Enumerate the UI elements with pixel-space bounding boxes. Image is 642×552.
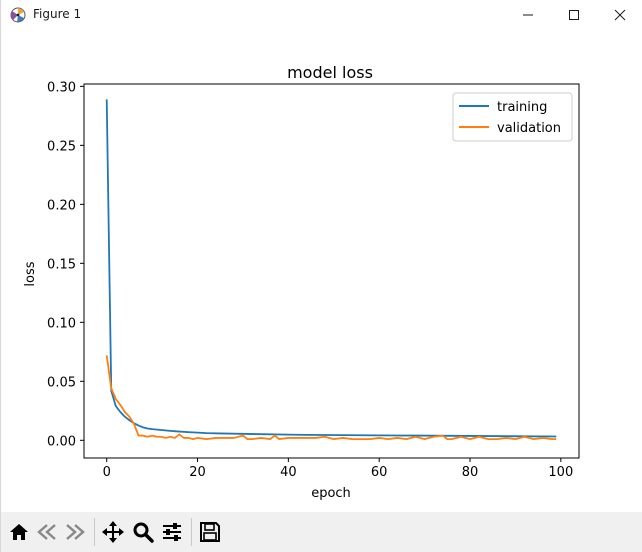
home-icon <box>10 524 28 540</box>
home-button[interactable] <box>5 518 33 546</box>
y-axis-ticks: 0.00 0.05 0.10 0.15 0.20 0.25 0.30 <box>47 80 84 449</box>
close-button[interactable] <box>597 0 642 30</box>
loss-chart: model loss 0 20 40 60 80 100 0.00 0.05 0.10 0.15… <box>23 63 580 501</box>
matplotlib-figure-icon <box>10 7 26 23</box>
maximize-button[interactable] <box>551 0 597 30</box>
legend-label-validation: validation <box>497 121 561 136</box>
y-tick-label: 0.10 <box>47 316 76 331</box>
series-line-validation <box>105 355 557 441</box>
y-tick-label: 0.00 <box>47 434 76 449</box>
zoom-button[interactable] <box>129 518 157 546</box>
figure-canvas[interactable]: model loss 0 20 40 60 80 100 0.00 0.05 0.10 0.15… <box>1 30 642 508</box>
x-tick-label: 40 <box>280 465 297 480</box>
legend-label-training: training <box>497 100 547 115</box>
magnifier-icon <box>133 522 154 543</box>
minimize-button[interactable] <box>505 0 551 30</box>
save-button[interactable] <box>196 518 224 546</box>
y-tick-label: 0.05 <box>47 375 76 390</box>
close-icon <box>614 9 626 21</box>
y-tick-label: 0.30 <box>47 80 76 95</box>
x-tick-label: 0 <box>103 465 111 480</box>
move-icon <box>102 521 124 543</box>
x-tick-label: 100 <box>548 465 573 480</box>
series-line-training <box>105 99 557 438</box>
forward-arrow-icon <box>66 524 85 540</box>
title-bar[interactable]: Figure 1 <box>1 0 642 30</box>
navigation-toolbar <box>1 512 642 552</box>
x-tick-label: 20 <box>189 465 206 480</box>
x-tick-label: 80 <box>462 465 479 480</box>
legend: training validation <box>452 92 573 142</box>
back-button[interactable] <box>33 518 61 546</box>
y-tick-label: 0.25 <box>47 139 76 154</box>
y-tick-label: 0.20 <box>47 198 76 213</box>
plot-lines <box>105 99 557 441</box>
axes-frame <box>83 83 580 459</box>
sliders-icon <box>163 523 181 541</box>
chart-title: model loss <box>287 63 373 82</box>
toolbar-separator <box>94 518 95 546</box>
back-arrow-icon <box>37 524 56 540</box>
minimize-icon <box>523 14 533 16</box>
toolbar-separator <box>191 518 192 546</box>
x-tick-label: 60 <box>371 465 388 480</box>
y-axis-label: loss <box>23 261 38 286</box>
x-axis-ticks: 0 20 40 60 80 100 <box>103 458 573 480</box>
pan-button[interactable] <box>99 518 127 546</box>
y-tick-label: 0.15 <box>47 257 76 272</box>
maximize-icon <box>569 10 579 20</box>
window-title: Figure 1 <box>33 7 82 21</box>
x-axis-label: epoch <box>311 486 351 501</box>
save-icon <box>200 522 220 542</box>
configure-subplots-button[interactable] <box>158 518 186 546</box>
forward-button[interactable] <box>61 518 89 546</box>
